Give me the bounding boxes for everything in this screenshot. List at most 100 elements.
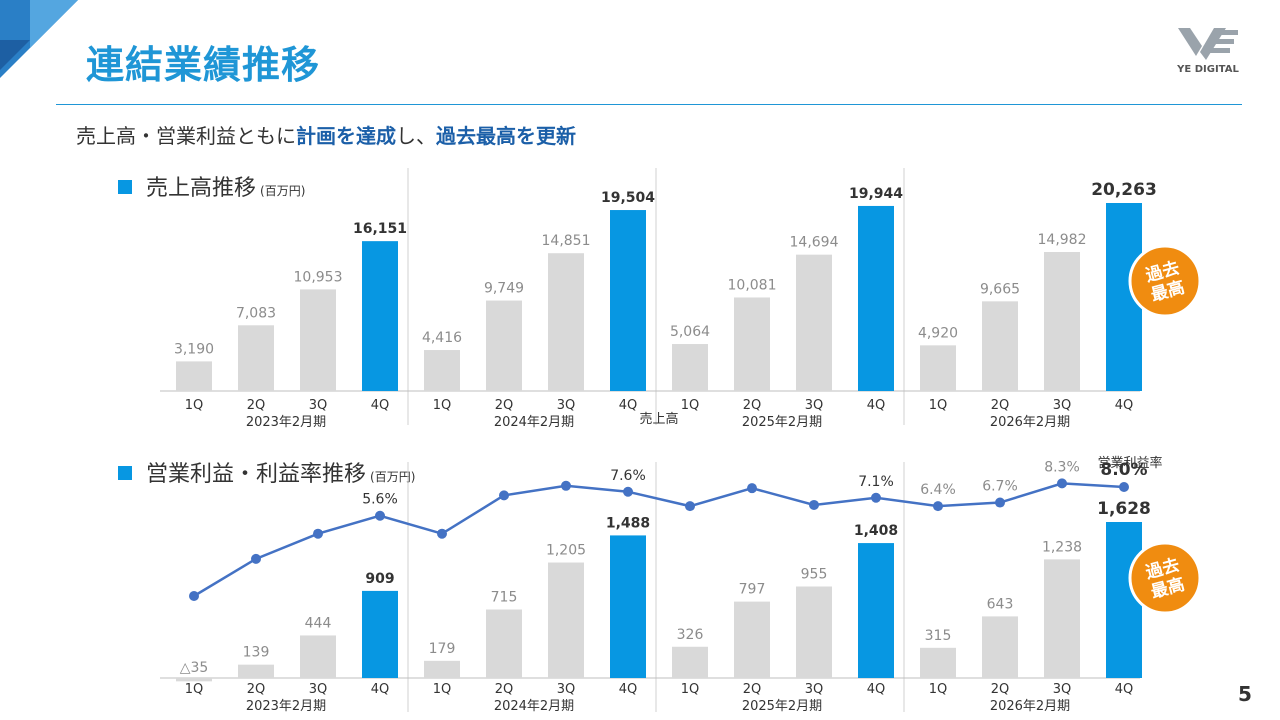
quarter-tick-label: 4Q bbox=[619, 398, 638, 413]
data-label: 797 bbox=[739, 582, 766, 598]
bar bbox=[424, 350, 460, 391]
margin-rate-point bbox=[933, 501, 943, 512]
quarter-tick-label: 4Q bbox=[1115, 398, 1134, 413]
profit-chart-title: 営業利益・利益率推移 bbox=[146, 462, 367, 487]
bar bbox=[238, 325, 274, 391]
bar bbox=[858, 543, 894, 678]
bar bbox=[486, 300, 522, 391]
bar bbox=[796, 254, 832, 391]
quarter-tick-label: 2Q bbox=[495, 398, 514, 413]
sales-unit: (百万円) bbox=[260, 184, 306, 198]
quarter-tick-label: 4Q bbox=[867, 682, 886, 697]
data-label: 1,408 bbox=[854, 523, 898, 539]
bar bbox=[610, 535, 646, 678]
bar bbox=[920, 345, 956, 391]
bar bbox=[176, 678, 212, 682]
bar bbox=[734, 601, 770, 678]
quarter-tick-label: 3Q bbox=[309, 682, 328, 697]
data-label: 10,081 bbox=[728, 277, 777, 293]
quarter-tick-label: 1Q bbox=[929, 682, 948, 697]
data-label: 909 bbox=[365, 571, 394, 587]
quarter-tick-label: 3Q bbox=[1053, 682, 1072, 697]
quarter-tick-label: 2Q bbox=[743, 398, 762, 413]
quarter-tick-label: 2Q bbox=[991, 398, 1010, 413]
bar bbox=[176, 361, 212, 391]
data-label: 20,263 bbox=[1091, 180, 1157, 200]
subtitle-highlight: 計画を達成 bbox=[296, 124, 396, 148]
margin-rate-point bbox=[189, 591, 199, 601]
data-label: 14,982 bbox=[1038, 232, 1087, 248]
sales-chart-title: 売上高推移 bbox=[146, 176, 257, 201]
profit-section-heading: 営業利益・利益率推移 (百万円) bbox=[118, 456, 415, 488]
quarter-tick-label: 1Q bbox=[681, 682, 700, 697]
page-number: 5 bbox=[1238, 682, 1252, 706]
bar bbox=[238, 664, 274, 678]
logo-text: YE DIGITAL bbox=[1177, 64, 1239, 75]
data-label: 5,064 bbox=[670, 324, 710, 340]
quarter-tick-label: 3Q bbox=[309, 398, 328, 413]
bar bbox=[1044, 559, 1080, 678]
quarter-tick-label: 4Q bbox=[371, 682, 390, 697]
margin-rate-point bbox=[747, 483, 757, 494]
margin-rate-point bbox=[871, 492, 881, 503]
bar bbox=[734, 297, 770, 391]
series-label: 売上高 bbox=[639, 411, 678, 427]
data-label: 715 bbox=[491, 589, 518, 605]
sales-section-heading: 売上高推移 (百万円) bbox=[118, 170, 305, 202]
margin-rate-label: 7.1% bbox=[858, 474, 894, 490]
data-label: 1,238 bbox=[1042, 539, 1082, 555]
margin-rate-label: 7.6% bbox=[610, 468, 646, 484]
data-label: 643 bbox=[987, 596, 1014, 612]
margin-rate-label: 8.0% bbox=[1100, 460, 1147, 480]
quarter-tick-label: 3Q bbox=[805, 398, 824, 413]
data-label: 1,488 bbox=[606, 515, 650, 531]
bar bbox=[1044, 251, 1080, 391]
margin-rate-point bbox=[1057, 478, 1067, 489]
ye-digital-logo bbox=[1178, 28, 1238, 60]
bar bbox=[424, 660, 460, 678]
data-label: 326 bbox=[677, 627, 704, 643]
period-label: 2025年2月期 bbox=[742, 415, 822, 430]
bar bbox=[610, 210, 646, 391]
section-marker-icon bbox=[118, 466, 132, 480]
quarter-tick-label: 1Q bbox=[929, 398, 948, 413]
bar bbox=[982, 616, 1018, 678]
subtitle-highlight: 過去最高を更新 bbox=[436, 124, 576, 148]
period-label: 2023年2月期 bbox=[246, 699, 326, 714]
data-label: 14,694 bbox=[790, 235, 839, 251]
data-label: △35 bbox=[180, 660, 209, 676]
margin-rate-point bbox=[809, 499, 819, 510]
margin-rate-label: 5.6% bbox=[362, 492, 398, 508]
subtitle: 売上高・営業利益ともに計画を達成し、過去最高を更新 bbox=[76, 120, 576, 149]
data-label: 1,628 bbox=[1097, 499, 1151, 519]
bar bbox=[362, 241, 398, 391]
data-label: 3,190 bbox=[174, 341, 214, 357]
header-divider bbox=[56, 104, 1242, 105]
data-label: 4,416 bbox=[422, 330, 462, 346]
bar bbox=[300, 289, 336, 391]
quarter-tick-label: 4Q bbox=[867, 398, 886, 413]
data-label: 19,504 bbox=[601, 190, 655, 206]
margin-rate-point bbox=[313, 528, 323, 539]
margin-rate-point bbox=[375, 510, 385, 521]
period-label: 2023年2月期 bbox=[246, 415, 326, 430]
quarter-tick-label: 3Q bbox=[557, 682, 576, 697]
subtitle-part: 売上高・営業利益ともに bbox=[76, 124, 296, 148]
data-label: 1,205 bbox=[546, 543, 586, 559]
period-label: 2026年2月期 bbox=[990, 415, 1070, 430]
bar bbox=[858, 205, 894, 391]
data-label: 955 bbox=[801, 566, 828, 582]
bar bbox=[548, 562, 584, 678]
margin-rate-point bbox=[499, 490, 509, 501]
margin-rate-label: 6.7% bbox=[982, 479, 1018, 495]
bar bbox=[796, 586, 832, 678]
bar bbox=[672, 646, 708, 678]
data-label: 14,851 bbox=[542, 233, 591, 249]
bar bbox=[486, 609, 522, 678]
margin-rate-point bbox=[623, 486, 633, 497]
page-title: 連結業績推移 bbox=[86, 43, 321, 87]
period-label: 2024年2月期 bbox=[494, 415, 574, 430]
quarter-tick-label: 1Q bbox=[681, 398, 700, 413]
bar bbox=[548, 253, 584, 391]
bar bbox=[672, 344, 708, 391]
